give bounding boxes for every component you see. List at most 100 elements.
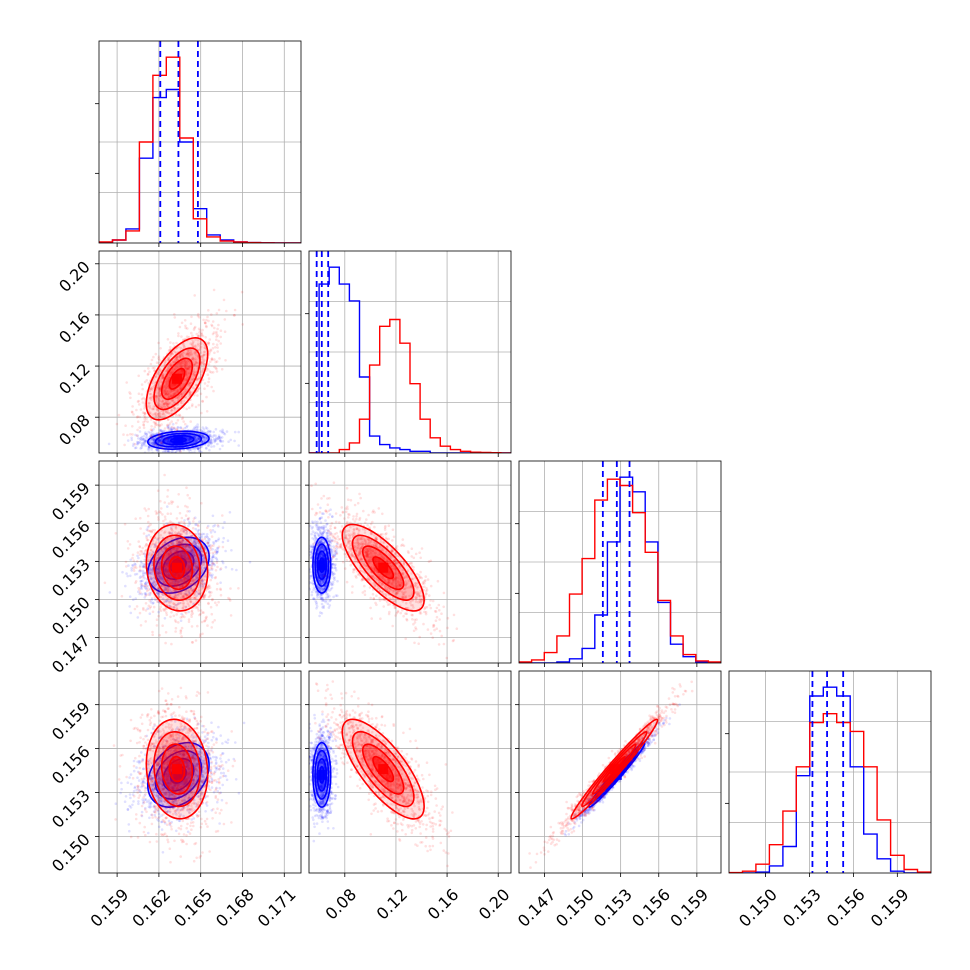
scatter-point (151, 630, 154, 634)
scatter-point (180, 579, 184, 582)
scatter-point (136, 420, 140, 424)
scatter-point (187, 384, 190, 388)
scatter-point (144, 582, 147, 585)
scatter-point (169, 615, 172, 619)
scatter-point (194, 523, 197, 526)
scatter-point (179, 392, 183, 396)
scatter-point (211, 620, 215, 624)
scatter-point (172, 393, 176, 396)
scatter-point (200, 362, 203, 365)
scatter-point (208, 429, 211, 433)
scatter-point (191, 548, 195, 552)
scatter-point (157, 568, 160, 572)
scatter-point (151, 610, 155, 614)
scatter-point (204, 575, 207, 579)
scatter-point (142, 573, 145, 576)
scatter-point (210, 561, 213, 564)
scatter-point (188, 406, 191, 410)
scatter-point (189, 420, 192, 423)
scatter-point (159, 438, 162, 442)
scatter-point (222, 298, 226, 302)
scatter-point (132, 559, 136, 562)
scatter-point (169, 451, 173, 453)
scatter-point (152, 437, 156, 440)
scatter-point (188, 438, 192, 441)
scatter-point (167, 438, 171, 442)
scatter-point (128, 605, 131, 608)
scatter-point (184, 396, 188, 399)
scatter-point (174, 580, 178, 584)
scatter-point (210, 371, 213, 374)
scatter-point (171, 422, 175, 426)
scatter-point (201, 328, 204, 332)
scatter-point (194, 437, 197, 440)
scatter-point (163, 439, 167, 443)
scatter-point (196, 428, 199, 431)
scatter-point (192, 520, 195, 523)
scatter-point (136, 441, 140, 444)
scatter-point (196, 342, 200, 346)
scatter-point (203, 537, 207, 541)
scatter-point (125, 381, 128, 384)
scatter-point (153, 425, 157, 429)
scatter-point (139, 437, 142, 440)
scatter-point (189, 448, 193, 452)
scatter-point (166, 384, 169, 388)
scatter-point (152, 420, 156, 424)
scatter-point (138, 576, 142, 579)
scatter-point (131, 433, 134, 436)
scatter-point (195, 590, 199, 594)
scatter-point (173, 401, 176, 405)
scatter-point (147, 445, 151, 449)
scatter-point (217, 323, 220, 327)
scatter-point (208, 440, 212, 443)
scatter-point (167, 502, 171, 505)
scatter-point (129, 574, 132, 578)
scatter-point (195, 439, 198, 442)
scatter-point (164, 588, 167, 591)
scatter-point (185, 548, 189, 552)
scatter-point (151, 388, 154, 391)
scatter-point (191, 641, 194, 644)
scatter-point (167, 418, 170, 421)
scatter-point (202, 436, 205, 440)
scatter-point (152, 441, 156, 445)
scatter-point (124, 584, 127, 588)
scatter-point (172, 369, 175, 373)
scatter-point (158, 575, 161, 578)
scatter-point (219, 429, 222, 433)
scatter-point (161, 376, 164, 379)
scatter-point (158, 428, 162, 432)
scatter-point (195, 361, 199, 365)
scatter-point (170, 420, 173, 423)
scatter-point (135, 572, 139, 576)
scatter-point (171, 450, 174, 453)
scatter-point (174, 604, 178, 607)
scatter-point (123, 523, 127, 526)
scatter-point (198, 437, 201, 441)
scatter-point (186, 371, 189, 374)
scatter-point (148, 406, 152, 410)
scatter-point (199, 612, 202, 616)
scatter-point (139, 516, 142, 520)
scatter-point (125, 565, 128, 568)
scatter-point (150, 398, 153, 402)
scatter-point (157, 433, 161, 436)
scatter-point (171, 543, 174, 547)
scatter-point (160, 423, 163, 426)
scatter-point (166, 439, 169, 443)
scatter-point (170, 409, 174, 412)
scatter-point (167, 424, 171, 427)
scatter-point (186, 510, 189, 513)
scatter-point (198, 532, 202, 536)
scatter-point (144, 602, 148, 605)
scatter-point (173, 316, 177, 319)
scatter-point (164, 587, 167, 590)
scatter-point (214, 346, 217, 349)
scatter-point (212, 562, 215, 565)
scatter-point (161, 597, 165, 601)
scatter-point (160, 507, 163, 510)
scatter-point (171, 541, 175, 545)
scatter-point (166, 385, 170, 388)
scatter-point (217, 339, 220, 343)
